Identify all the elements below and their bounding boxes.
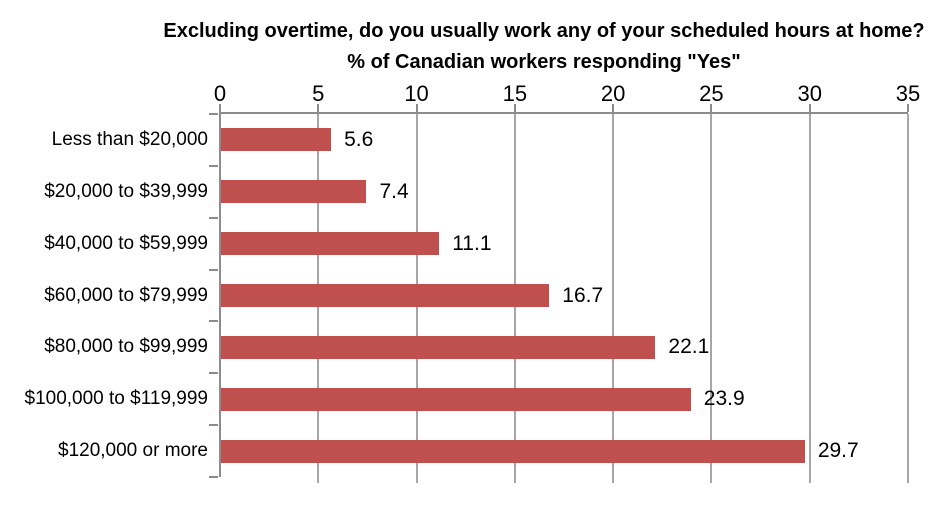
category-label: $20,000 to $39,999 xyxy=(44,180,208,202)
category-label: Less than $20,000 xyxy=(51,128,208,150)
chart-subtitle: % of Canadian workers responding "Yes" xyxy=(347,51,741,73)
category-label: $60,000 to $79,999 xyxy=(44,284,208,306)
bar xyxy=(221,232,440,256)
category-label: $100,000 to $119,999 xyxy=(24,388,209,410)
axis-tick-mark xyxy=(907,104,909,112)
category-tick-mark xyxy=(209,164,218,167)
x-tick-label: 0 xyxy=(213,81,227,106)
value-label: 29.7 xyxy=(817,439,859,463)
bar xyxy=(221,335,656,359)
gridline xyxy=(907,114,909,483)
axis-tick-mark xyxy=(317,104,320,112)
x-tick-label: 35 xyxy=(895,81,921,106)
value-label: 23.9 xyxy=(703,387,745,411)
bar xyxy=(221,128,332,152)
gridline xyxy=(808,114,811,483)
x-tick-label: 5 xyxy=(312,81,325,106)
category-tick-mark xyxy=(209,372,218,375)
value-label: 5.6 xyxy=(344,127,374,151)
axis-tick-mark xyxy=(612,104,615,112)
category-label: $80,000 to $99,999 xyxy=(44,336,208,358)
x-tick-label: 30 xyxy=(797,81,822,106)
category-label: $40,000 to $59,999 xyxy=(44,232,208,254)
gridline xyxy=(710,114,713,483)
category-tick-mark xyxy=(209,476,218,478)
category-tick-mark xyxy=(209,424,218,427)
category-tick-mark xyxy=(209,113,218,115)
category-tick-mark xyxy=(209,320,218,323)
category-tick-mark xyxy=(209,216,218,219)
category-tick-mark xyxy=(209,268,218,271)
category-axis-line xyxy=(219,112,221,477)
category-label: $120,000 or more xyxy=(58,440,208,462)
axis-tick-mark xyxy=(808,104,811,112)
x-tick-label: 20 xyxy=(600,81,626,106)
chart-title: Excluding overtime, do you usually work … xyxy=(163,20,925,42)
axis-tick-mark xyxy=(219,104,221,112)
chart-title-block: Excluding overtime, do you usually work … xyxy=(144,16,944,78)
x-tick-label: 10 xyxy=(404,81,429,106)
x-tick-label: 25 xyxy=(699,81,724,106)
bar xyxy=(221,439,805,463)
value-label: 11.1 xyxy=(452,231,492,255)
x-tick-label: 15 xyxy=(502,81,528,106)
axis-tick-mark xyxy=(415,104,418,112)
value-label: 7.4 xyxy=(379,179,409,203)
value-label: 22.1 xyxy=(668,335,710,359)
bar xyxy=(221,387,691,411)
axis-tick-mark xyxy=(513,104,516,112)
bar xyxy=(221,284,550,307)
gridline xyxy=(612,114,615,483)
bar xyxy=(221,180,367,204)
axis-tick-mark xyxy=(710,104,713,112)
value-label: 16.7 xyxy=(562,283,604,307)
value-axis-line xyxy=(219,112,908,114)
